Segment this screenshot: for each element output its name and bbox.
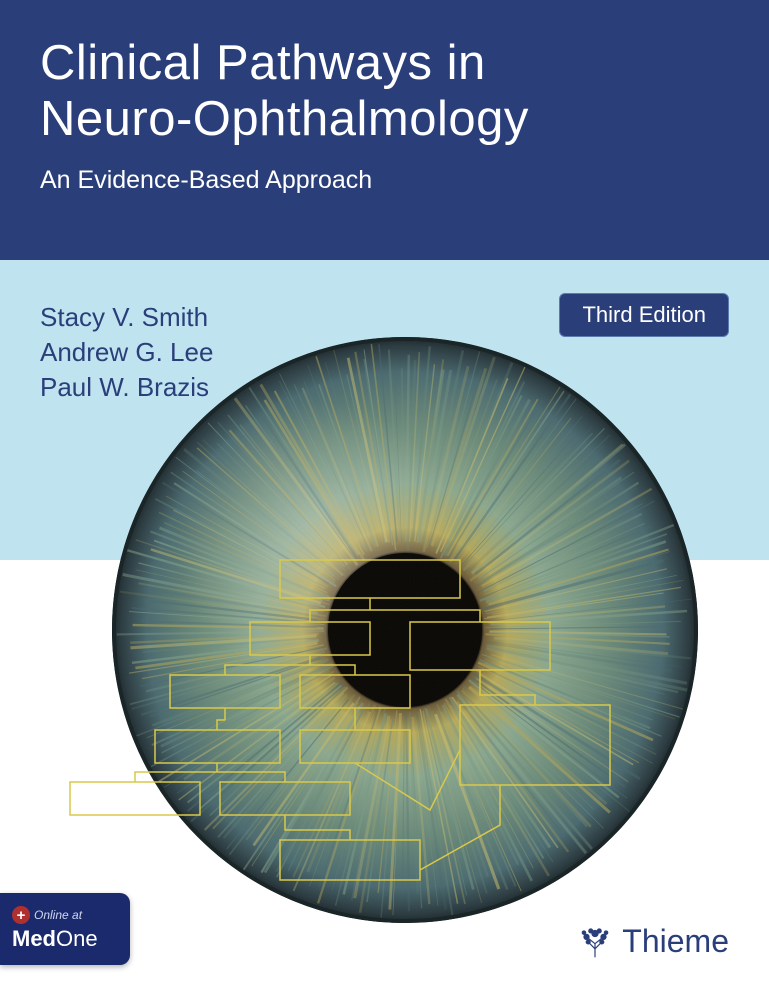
medone-one: One xyxy=(56,926,98,951)
medone-med: Med xyxy=(12,926,56,951)
header-band: Clinical Pathways in Neuro-Ophthalmology… xyxy=(0,0,769,260)
publisher: Thieme xyxy=(578,923,729,960)
title-line-1: Clinical Pathways in xyxy=(40,36,486,90)
book-title: Clinical Pathways in Neuro-Ophthalmology xyxy=(40,35,729,148)
title-line-2: Neuro-Ophthalmology xyxy=(40,92,529,146)
publisher-name: Thieme xyxy=(622,923,729,960)
medone-top-row: + Online at xyxy=(12,906,130,924)
iris-image xyxy=(110,335,700,925)
book-subtitle: An Evidence-Based Approach xyxy=(40,166,729,195)
medone-online-at: Online at xyxy=(34,908,82,922)
medone-name: MedOne xyxy=(12,926,130,952)
plus-icon: + xyxy=(12,906,30,924)
edition-badge: Third Edition xyxy=(559,293,729,337)
author-1: Stacy V. Smith xyxy=(40,300,213,335)
publisher-tree-icon xyxy=(578,925,612,959)
medone-badge: + Online at MedOne xyxy=(0,893,130,965)
